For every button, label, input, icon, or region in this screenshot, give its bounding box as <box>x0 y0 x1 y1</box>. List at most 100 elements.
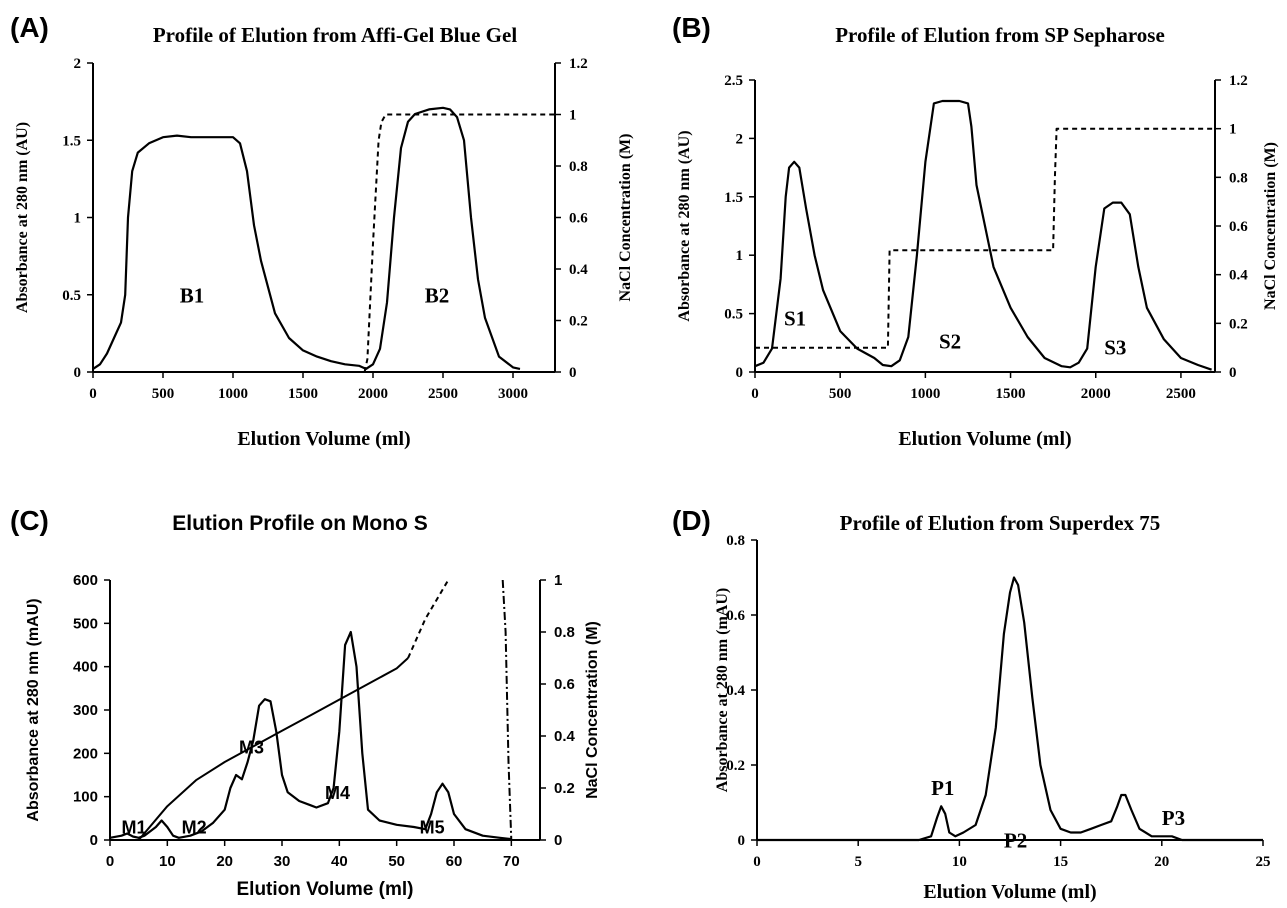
y-tick-label: 300 <box>73 702 98 719</box>
chart-title: Elution Profile on Mono S <box>172 512 427 535</box>
x-tick-label: 1000 <box>910 386 940 402</box>
y2-tick-label: 1 <box>554 572 562 589</box>
x-tick-label: 40 <box>331 853 348 870</box>
panel-label: (C) <box>10 505 49 536</box>
peak-label: B2 <box>425 283 450 307</box>
x-tick-label: 0 <box>106 853 114 870</box>
x-tick-label: 1500 <box>996 386 1026 402</box>
y2-tick-label: 0.4 <box>554 728 576 745</box>
y2-axis-label: NaCl Concentration (M) <box>584 621 601 799</box>
peak-label: M4 <box>325 783 350 803</box>
y2-tick-label: 0.8 <box>1229 170 1248 186</box>
y-tick-label: 1 <box>736 248 744 264</box>
salt-gradient-line <box>137 657 409 841</box>
y2-axis-label: NaCl Concentration (M) <box>617 134 634 302</box>
peak-label: P3 <box>1162 806 1185 830</box>
absorbance-curve <box>754 99 1212 371</box>
y2-tick-label: 0.8 <box>569 159 588 175</box>
x-tick-label: 10 <box>952 854 967 870</box>
y-tick-label: 0 <box>738 833 746 849</box>
y2-tick-label: 1.2 <box>569 56 588 72</box>
panel-label: (A) <box>10 12 49 43</box>
y-tick-label: 0 <box>736 365 744 381</box>
peak-label: M5 <box>420 818 445 838</box>
y-tick-label: 2 <box>736 131 744 147</box>
y2-tick-label: 0.2 <box>569 314 588 330</box>
salt-gradient-line <box>755 127 1215 349</box>
y2-tick-label: 1 <box>569 108 577 124</box>
y-tick-label: 0.8 <box>726 533 745 549</box>
x-tick-label: 60 <box>446 853 463 870</box>
y-axis-label: Absorbance at 280 nm (AU) <box>676 130 693 321</box>
peak-label: S1 <box>784 306 806 330</box>
panel-label: (B) <box>672 12 711 43</box>
y2-tick-label: 0.4 <box>1229 268 1248 284</box>
y2-tick-label: 0 <box>554 832 562 849</box>
y-tick-label: 0 <box>90 832 98 849</box>
y-tick-label: 0.2 <box>726 758 745 774</box>
salt-gradient-line <box>407 579 450 659</box>
x-tick-label: 5 <box>854 854 862 870</box>
x-tick-label: 10 <box>159 853 176 870</box>
y2-tick-label: 0.6 <box>554 676 575 693</box>
x-tick-label: 30 <box>274 853 291 870</box>
y2-tick-label: 0.2 <box>1229 316 1248 332</box>
y-tick-label: 0.6 <box>726 608 745 624</box>
x-tick-label: 25 <box>1256 854 1271 870</box>
y2-tick-label: 1.2 <box>1229 73 1248 89</box>
x-axis-label: Elution Volume (ml) <box>237 428 410 450</box>
peak-label: M2 <box>182 818 207 838</box>
y-tick-label: 0 <box>74 365 82 381</box>
y-axis-label: Absorbance at 280 nm (mAU) <box>25 598 42 821</box>
y-axis-label: Absorbance at 280 nm (mAU) <box>714 588 731 792</box>
x-axis-label: Elution Volume (ml) <box>898 428 1071 450</box>
y2-tick-label: 0.6 <box>569 211 588 227</box>
x-tick-label: 15 <box>1053 854 1068 870</box>
salt-gradient-line <box>363 113 555 373</box>
peak-label: P2 <box>1004 829 1027 853</box>
x-tick-label: 3000 <box>498 386 528 402</box>
x-tick-label: 20 <box>216 853 233 870</box>
chart-title: Profile of Elution from SP Sepharose <box>835 23 1165 47</box>
absorbance-curve <box>92 106 521 370</box>
y2-tick-label: 0 <box>569 365 577 381</box>
peak-label: S2 <box>939 330 961 354</box>
y-axis-label: Absorbance at 280 nm (AU) <box>14 122 31 313</box>
salt-gradient-line <box>501 579 513 841</box>
x-tick-label: 20 <box>1154 854 1169 870</box>
x-tick-label: 1000 <box>218 386 248 402</box>
y-tick-label: 1.5 <box>724 190 743 206</box>
y-tick-label: 1.5 <box>62 133 81 149</box>
y2-axis-label: NaCl Concentration (M) <box>1262 142 1279 310</box>
absorbance-curve <box>109 630 512 841</box>
y2-tick-label: 0 <box>1229 365 1237 381</box>
panel-label: (D) <box>672 505 711 536</box>
chart-panel-a: (A) Profile of Elution from Affi-Gel Blue… <box>10 12 634 450</box>
y-tick-label: 200 <box>73 745 98 762</box>
peak-label: P1 <box>931 776 954 800</box>
chart-title: Profile of Elution from Affi-Gel Blue Ge… <box>153 23 518 47</box>
y2-tick-label: 0.8 <box>554 624 575 641</box>
y-tick-label: 2.5 <box>724 73 743 89</box>
y-tick-label: 100 <box>73 789 98 806</box>
absorbance-curve <box>757 576 1263 842</box>
x-tick-label: 70 <box>503 853 520 870</box>
x-tick-label: 1500 <box>288 386 318 402</box>
y-tick-label: 500 <box>73 615 98 632</box>
y2-tick-label: 0.4 <box>569 262 588 278</box>
x-tick-label: 0 <box>751 386 759 402</box>
y2-tick-label: 1 <box>1229 122 1237 138</box>
x-tick-label: 2500 <box>1166 386 1196 402</box>
y2-tick-label: 0.6 <box>1229 219 1248 235</box>
y-tick-label: 2 <box>74 56 82 72</box>
y2-tick-label: 0.2 <box>554 780 575 797</box>
y-tick-label: 0.5 <box>62 288 81 304</box>
x-tick-label: 2000 <box>1081 386 1111 402</box>
x-tick-label: 500 <box>152 386 175 402</box>
y-tick-label: 400 <box>73 659 98 676</box>
x-tick-label: 2000 <box>358 386 388 402</box>
y-tick-label: 600 <box>73 572 98 589</box>
x-tick-label: 2500 <box>428 386 458 402</box>
y-tick-label: 1 <box>74 211 82 227</box>
chart-panel-c: (C) Elution Profile on Mono S0 10 20 30 40 50 6… <box>10 505 601 900</box>
